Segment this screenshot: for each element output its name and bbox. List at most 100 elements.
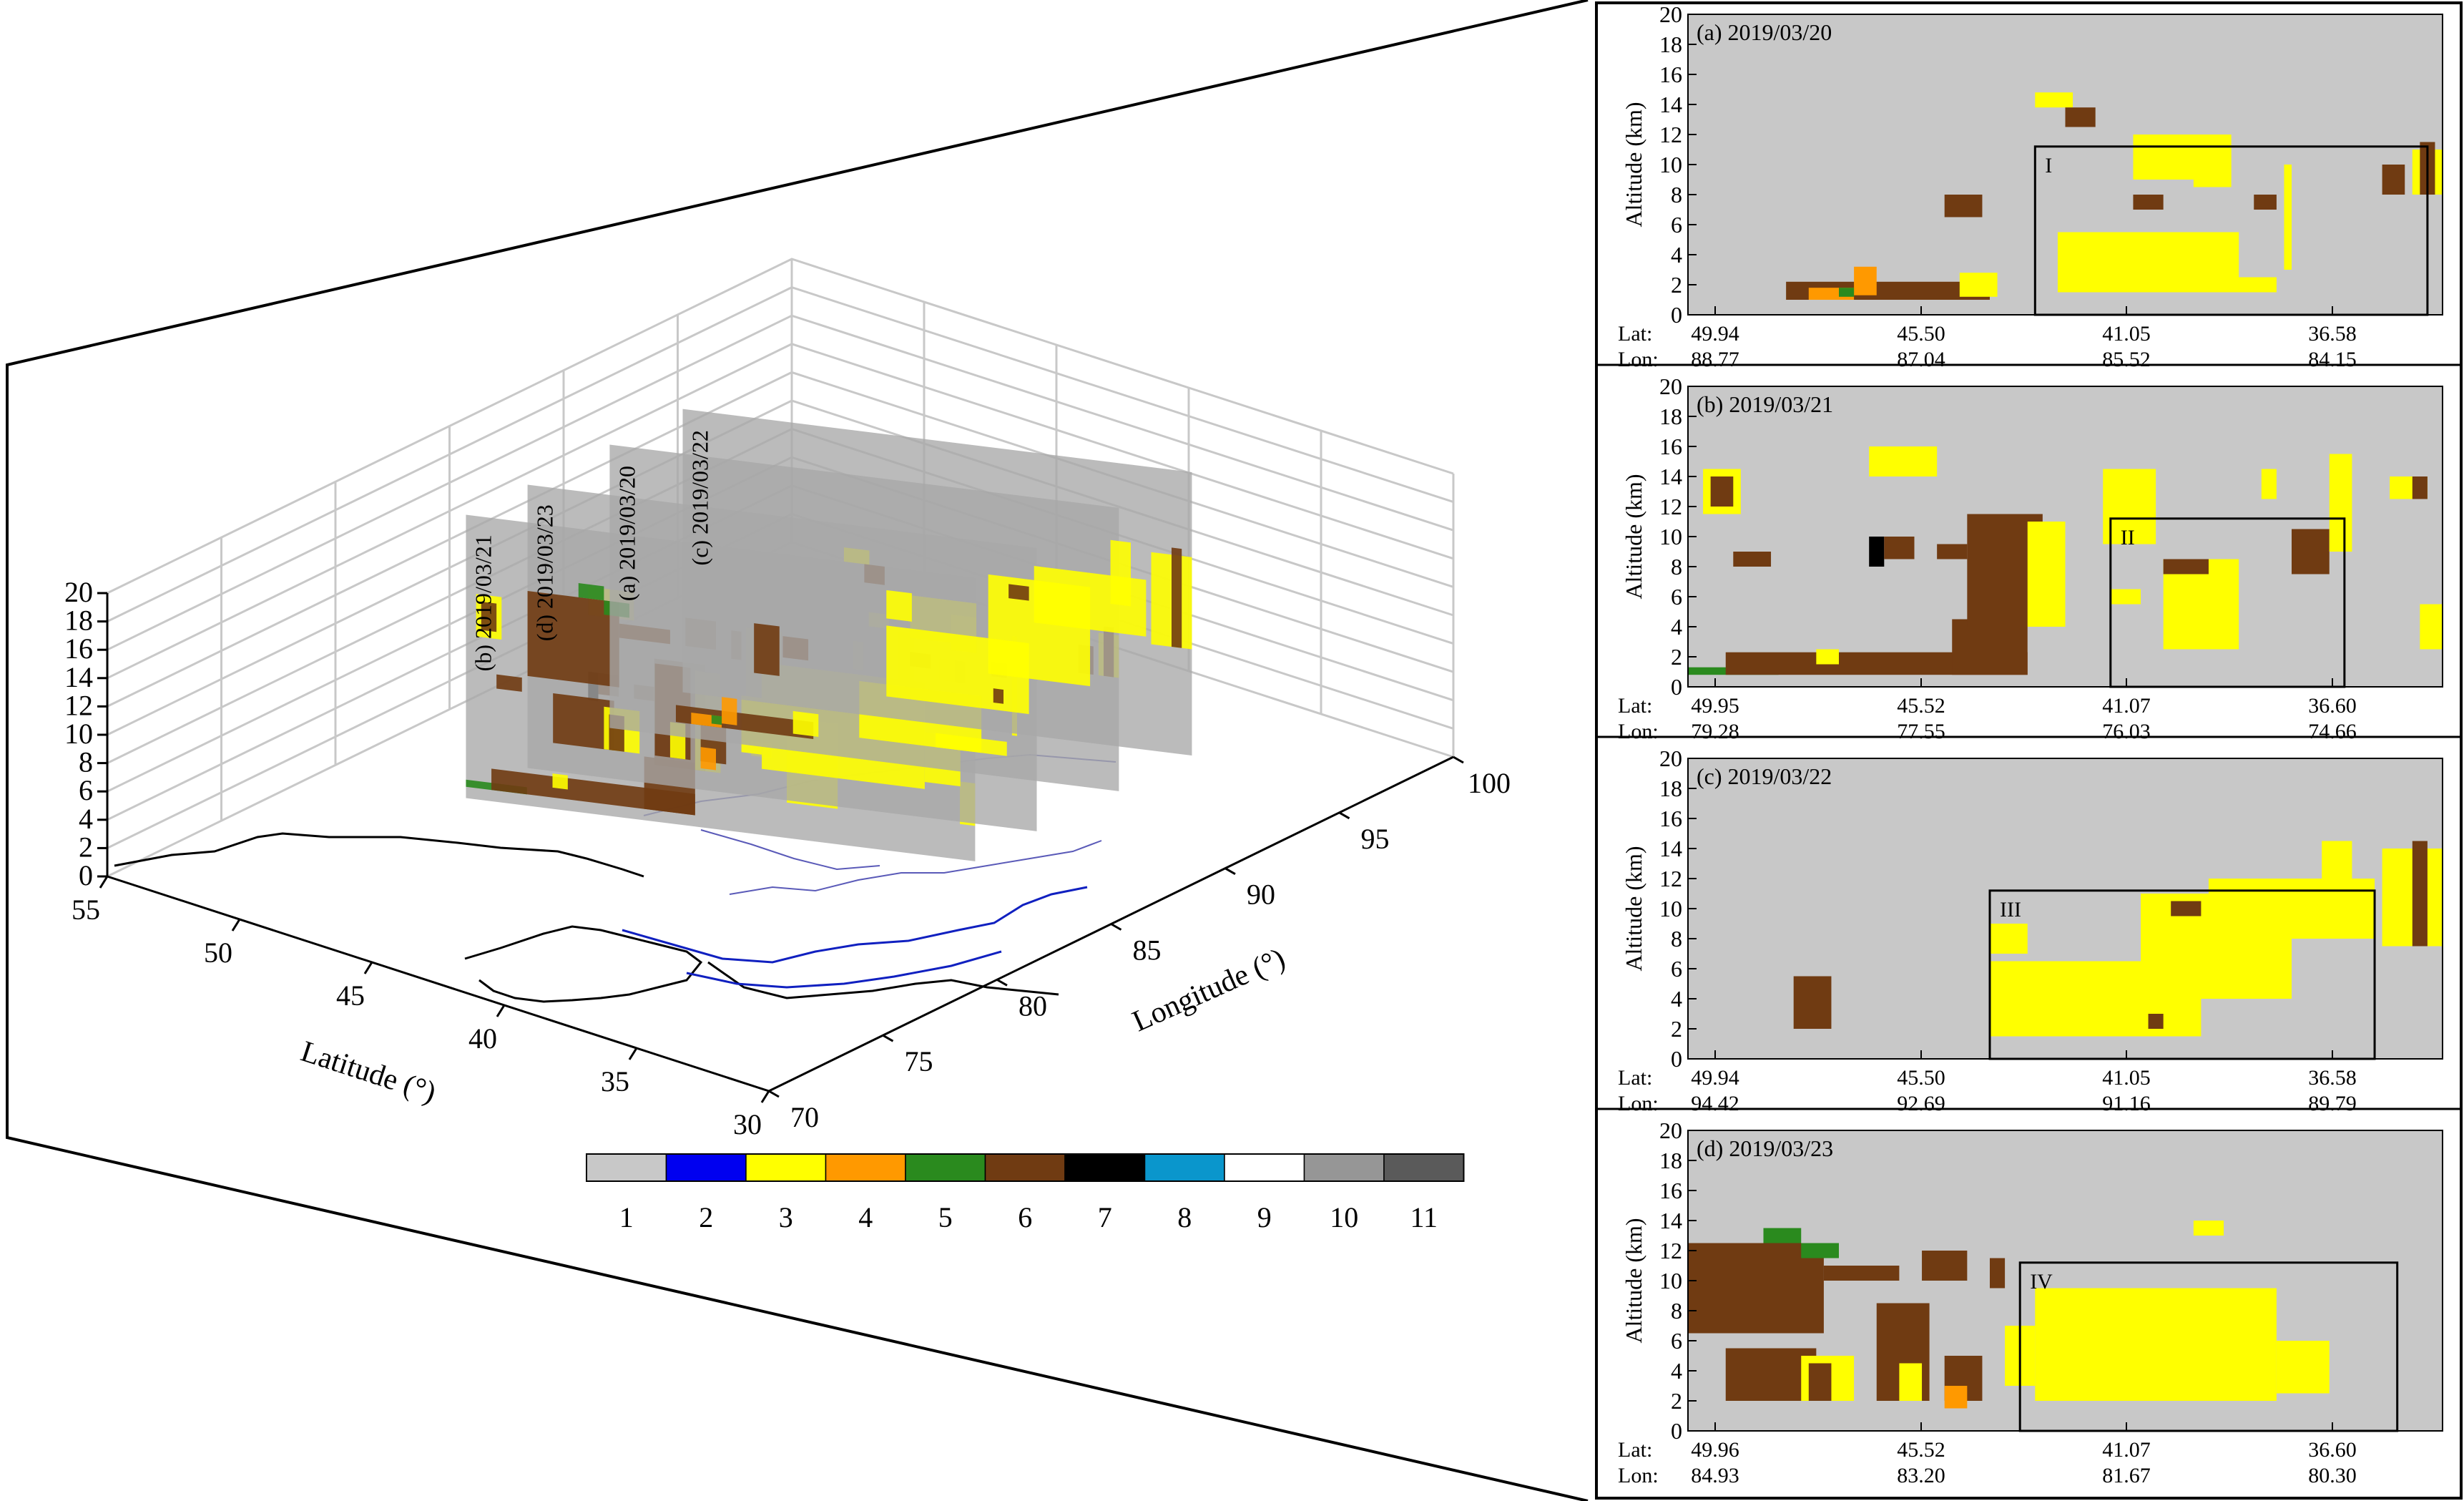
colorbar-swatch bbox=[1144, 1153, 1225, 1182]
latitude-tick bbox=[99, 876, 109, 889]
latitude-tick bbox=[496, 1004, 506, 1017]
river-lines bbox=[622, 886, 1088, 989]
lat-tick-label: 49.94 bbox=[1691, 1066, 1739, 1090]
lat-tick-label: 36.58 bbox=[2308, 1066, 2357, 1090]
data-cell bbox=[1944, 1386, 1968, 1409]
colorbar-swatch bbox=[586, 1153, 667, 1182]
data-cell bbox=[1793, 976, 1832, 1029]
curtain-cell bbox=[527, 591, 619, 688]
data-cell bbox=[2261, 469, 2277, 499]
lat-tick-label: 49.96 bbox=[1691, 1438, 1739, 1462]
colorbar-swatch bbox=[984, 1153, 1066, 1182]
colorbar-label: 5 bbox=[938, 1201, 953, 1233]
data-cell bbox=[1869, 446, 1938, 476]
curtain-cell bbox=[553, 693, 614, 750]
lat-tick-label: 36.60 bbox=[2308, 1438, 2357, 1462]
lat-tick-label: 41.07 bbox=[2102, 694, 2151, 718]
colorbar-label: 9 bbox=[1257, 1201, 1272, 1233]
data-cell bbox=[1710, 476, 1734, 507]
data-cell bbox=[2412, 841, 2428, 947]
data-cell bbox=[1763, 1228, 1802, 1243]
data-cell bbox=[1952, 619, 2028, 675]
colorbar-label: 1 bbox=[619, 1201, 634, 1233]
lon-tick-label: 85.52 bbox=[2102, 348, 2151, 371]
altitude-tick-label: 0 bbox=[79, 859, 93, 891]
lon-tick-label: 84.15 bbox=[2308, 348, 2357, 371]
curtain-label: (c) 2019/03/22 bbox=[687, 430, 712, 565]
y-tick-label: 4 bbox=[1671, 986, 1682, 1012]
colorbar-label: 8 bbox=[1177, 1201, 1192, 1233]
longitude-tick bbox=[1224, 867, 1236, 875]
y-tick-label: 20 bbox=[1659, 373, 1682, 399]
data-cell bbox=[1944, 195, 1983, 217]
y-tick-label: 0 bbox=[1671, 302, 1682, 328]
y-tick-label: 6 bbox=[1671, 956, 1682, 982]
y-axis-label: Altitude (km) bbox=[1621, 1218, 1646, 1343]
lat-tick-label: 45.52 bbox=[1897, 694, 1945, 718]
data-cell bbox=[2193, 150, 2232, 187]
perspective-frame bbox=[6, 0, 1589, 1501]
colorbar-swatch bbox=[1303, 1153, 1385, 1182]
lat-label: Lat: bbox=[1618, 322, 1652, 346]
data-cell bbox=[1854, 266, 1877, 295]
data-cell bbox=[2254, 195, 2277, 210]
lon-tick-label: 74.66 bbox=[2308, 720, 2357, 743]
panel-a: I (a) 2019/03/20 0 2 4 6 8 10 12 14 16 18 20 Altitude… bbox=[1618, 1, 2443, 371]
lat-tick-label: 36.58 bbox=[2308, 322, 2357, 346]
panel-c: III (c) 2019/03/22 0 2 4 6 8 10 12 14 16 18 20 Altitu… bbox=[1618, 745, 2443, 1115]
y-tick-label: 16 bbox=[1659, 434, 1682, 459]
lat-label: Lat: bbox=[1618, 694, 1652, 718]
data-cell bbox=[1990, 924, 2028, 954]
panel-title: (d) 2019/03/23 bbox=[1697, 1135, 1833, 1161]
latitude-axis bbox=[107, 875, 770, 1092]
latitude-tick-label: 45 bbox=[336, 979, 365, 1012]
y-tick-label: 8 bbox=[1671, 554, 1682, 580]
y-tick-label: 12 bbox=[1659, 1238, 1682, 1263]
y-tick-label: 14 bbox=[1659, 92, 1682, 117]
overview-3d: (b) 2019/03/21 (d) 2019/03/23 (a) 2019/03/… bbox=[64, 258, 1511, 1140]
altitude-tick-label: 20 bbox=[64, 576, 93, 608]
colorbar-frame bbox=[586, 1153, 1465, 1182]
lon-tick-label: 76.03 bbox=[2102, 720, 2151, 743]
frame-left bbox=[6, 0, 1589, 1501]
region-border bbox=[114, 832, 644, 878]
longitude-tick-label: 85 bbox=[1133, 934, 1162, 967]
curtain-cell bbox=[1008, 584, 1029, 601]
y-tick-label: 12 bbox=[1659, 122, 1682, 147]
data-cell bbox=[1801, 1243, 1839, 1258]
lon-tick-label: 81.67 bbox=[2102, 1464, 2151, 1487]
data-cell bbox=[2035, 92, 2073, 108]
colorbar-label: 2 bbox=[699, 1201, 713, 1233]
y-tick-label: 2 bbox=[1671, 272, 1682, 298]
data-cell bbox=[1823, 1266, 1900, 1281]
y-tick-label: 16 bbox=[1659, 1178, 1682, 1203]
data-cell bbox=[1922, 1251, 1968, 1281]
curtain-cell bbox=[1110, 539, 1132, 607]
data-cell bbox=[2322, 841, 2352, 909]
curtain-cell bbox=[1151, 552, 1192, 650]
longitude-tick-label: 70 bbox=[790, 1101, 819, 1133]
data-cell bbox=[1990, 1258, 2006, 1289]
colorbar-swatch bbox=[745, 1153, 827, 1182]
panel-b: II (b) 2019/03/21 0 2 4 6 8 10 12 14 16 18 20 Altitud… bbox=[1618, 373, 2443, 743]
y-tick-label: 14 bbox=[1659, 836, 1682, 861]
y-tick-label: 6 bbox=[1671, 212, 1682, 238]
y-tick-label: 8 bbox=[1671, 926, 1682, 952]
curtain-4: (c) 2019/03/22 bbox=[682, 409, 1192, 756]
y-tick-label: 14 bbox=[1659, 464, 1682, 489]
colorbar-label: 11 bbox=[1410, 1201, 1438, 1233]
longitude-tick-label: 90 bbox=[1247, 879, 1275, 911]
lon-tick-label: 88.77 bbox=[1691, 348, 1739, 371]
region-border-east bbox=[707, 961, 1059, 999]
y-tick-label: 12 bbox=[1659, 866, 1682, 891]
y-tick-label: 20 bbox=[1659, 745, 1682, 771]
y-tick-label: 14 bbox=[1659, 1208, 1682, 1233]
curtain-cell bbox=[886, 590, 912, 622]
curtain-cell bbox=[993, 688, 1004, 704]
panel-title: (c) 2019/03/22 bbox=[1697, 763, 1832, 789]
data-cell bbox=[2329, 454, 2352, 552]
data-cell bbox=[2133, 195, 2164, 210]
y-tick-label: 18 bbox=[1659, 31, 1682, 57]
panel-title: (b) 2019/03/21 bbox=[1697, 391, 1833, 417]
